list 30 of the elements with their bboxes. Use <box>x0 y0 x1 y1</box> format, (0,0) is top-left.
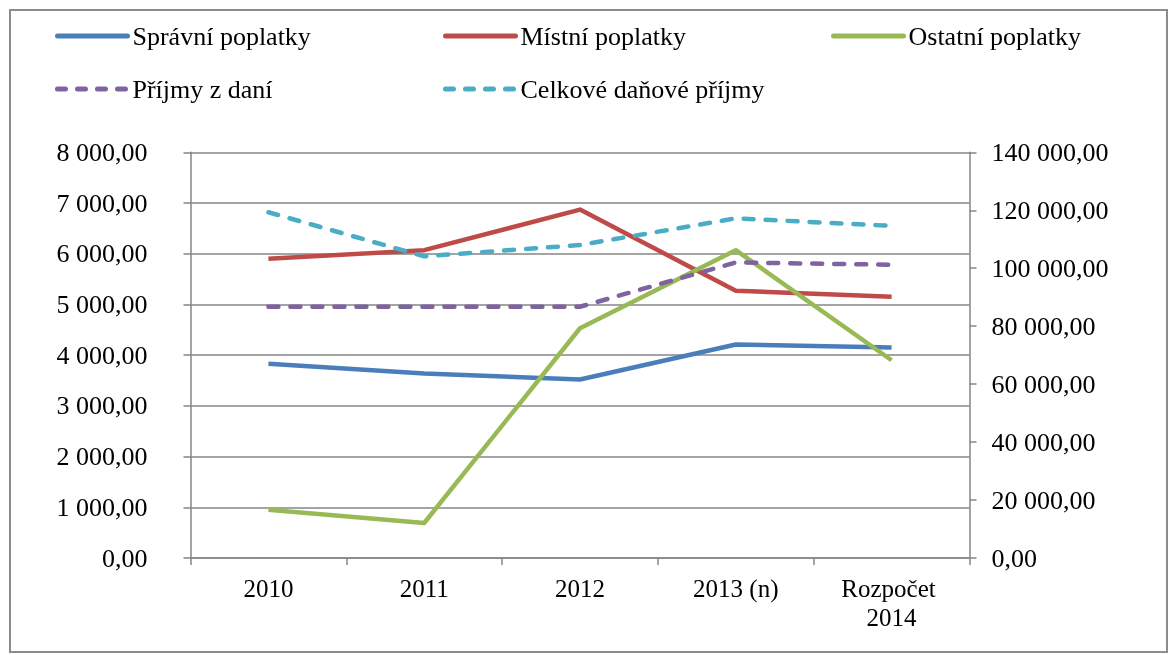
y-tick-label: 1 000,00 <box>56 492 148 522</box>
y2-tick-label: 60 000,00 <box>991 369 1096 399</box>
x-tick-label: 2012 <box>555 575 605 602</box>
legend-label: Příjmy z daní <box>132 74 273 104</box>
y-tick-label: 8 000,00 <box>56 137 148 167</box>
y2-tick-label: 120 000,00 <box>991 195 1109 225</box>
y2-tick-label: 140 000,00 <box>991 137 1109 167</box>
y2-tick-label: 40 000,00 <box>991 427 1096 457</box>
legend-label: Ostatní poplatky <box>908 21 1082 51</box>
y-tick-label: 0,00 <box>102 543 148 573</box>
line-series <box>266 247 894 526</box>
x-tick-label: 2011 <box>399 575 449 602</box>
y-tick-label: 5 000,00 <box>56 289 148 319</box>
legend-label: Správní poplatky <box>132 21 311 51</box>
y-tick-label: 7 000,00 <box>56 188 148 218</box>
y2-tick-label: 20 000,00 <box>991 485 1096 515</box>
legend-label: Místní poplatky <box>520 21 686 51</box>
line-series <box>266 207 894 300</box>
x-tick-label: 2010 <box>243 575 294 602</box>
y2-tick-label: 80 000,00 <box>991 311 1096 341</box>
y2-tick-label: 0,00 <box>991 543 1037 573</box>
line-series <box>266 342 894 382</box>
y-tick-label: 6 000,00 <box>56 239 148 269</box>
y-tick-label: 3 000,00 <box>56 391 148 421</box>
legend-label: Celkové daňové příjmy <box>520 74 765 104</box>
y2-tick-label: 100 000,00 <box>991 253 1109 283</box>
x-tick-label: 2013 (n) <box>693 575 779 603</box>
x-tick-label: Rozpočet 2014 <box>841 575 942 631</box>
y-tick-label: 4 000,00 <box>56 340 148 370</box>
y-tick-label: 2 000,00 <box>56 442 148 472</box>
